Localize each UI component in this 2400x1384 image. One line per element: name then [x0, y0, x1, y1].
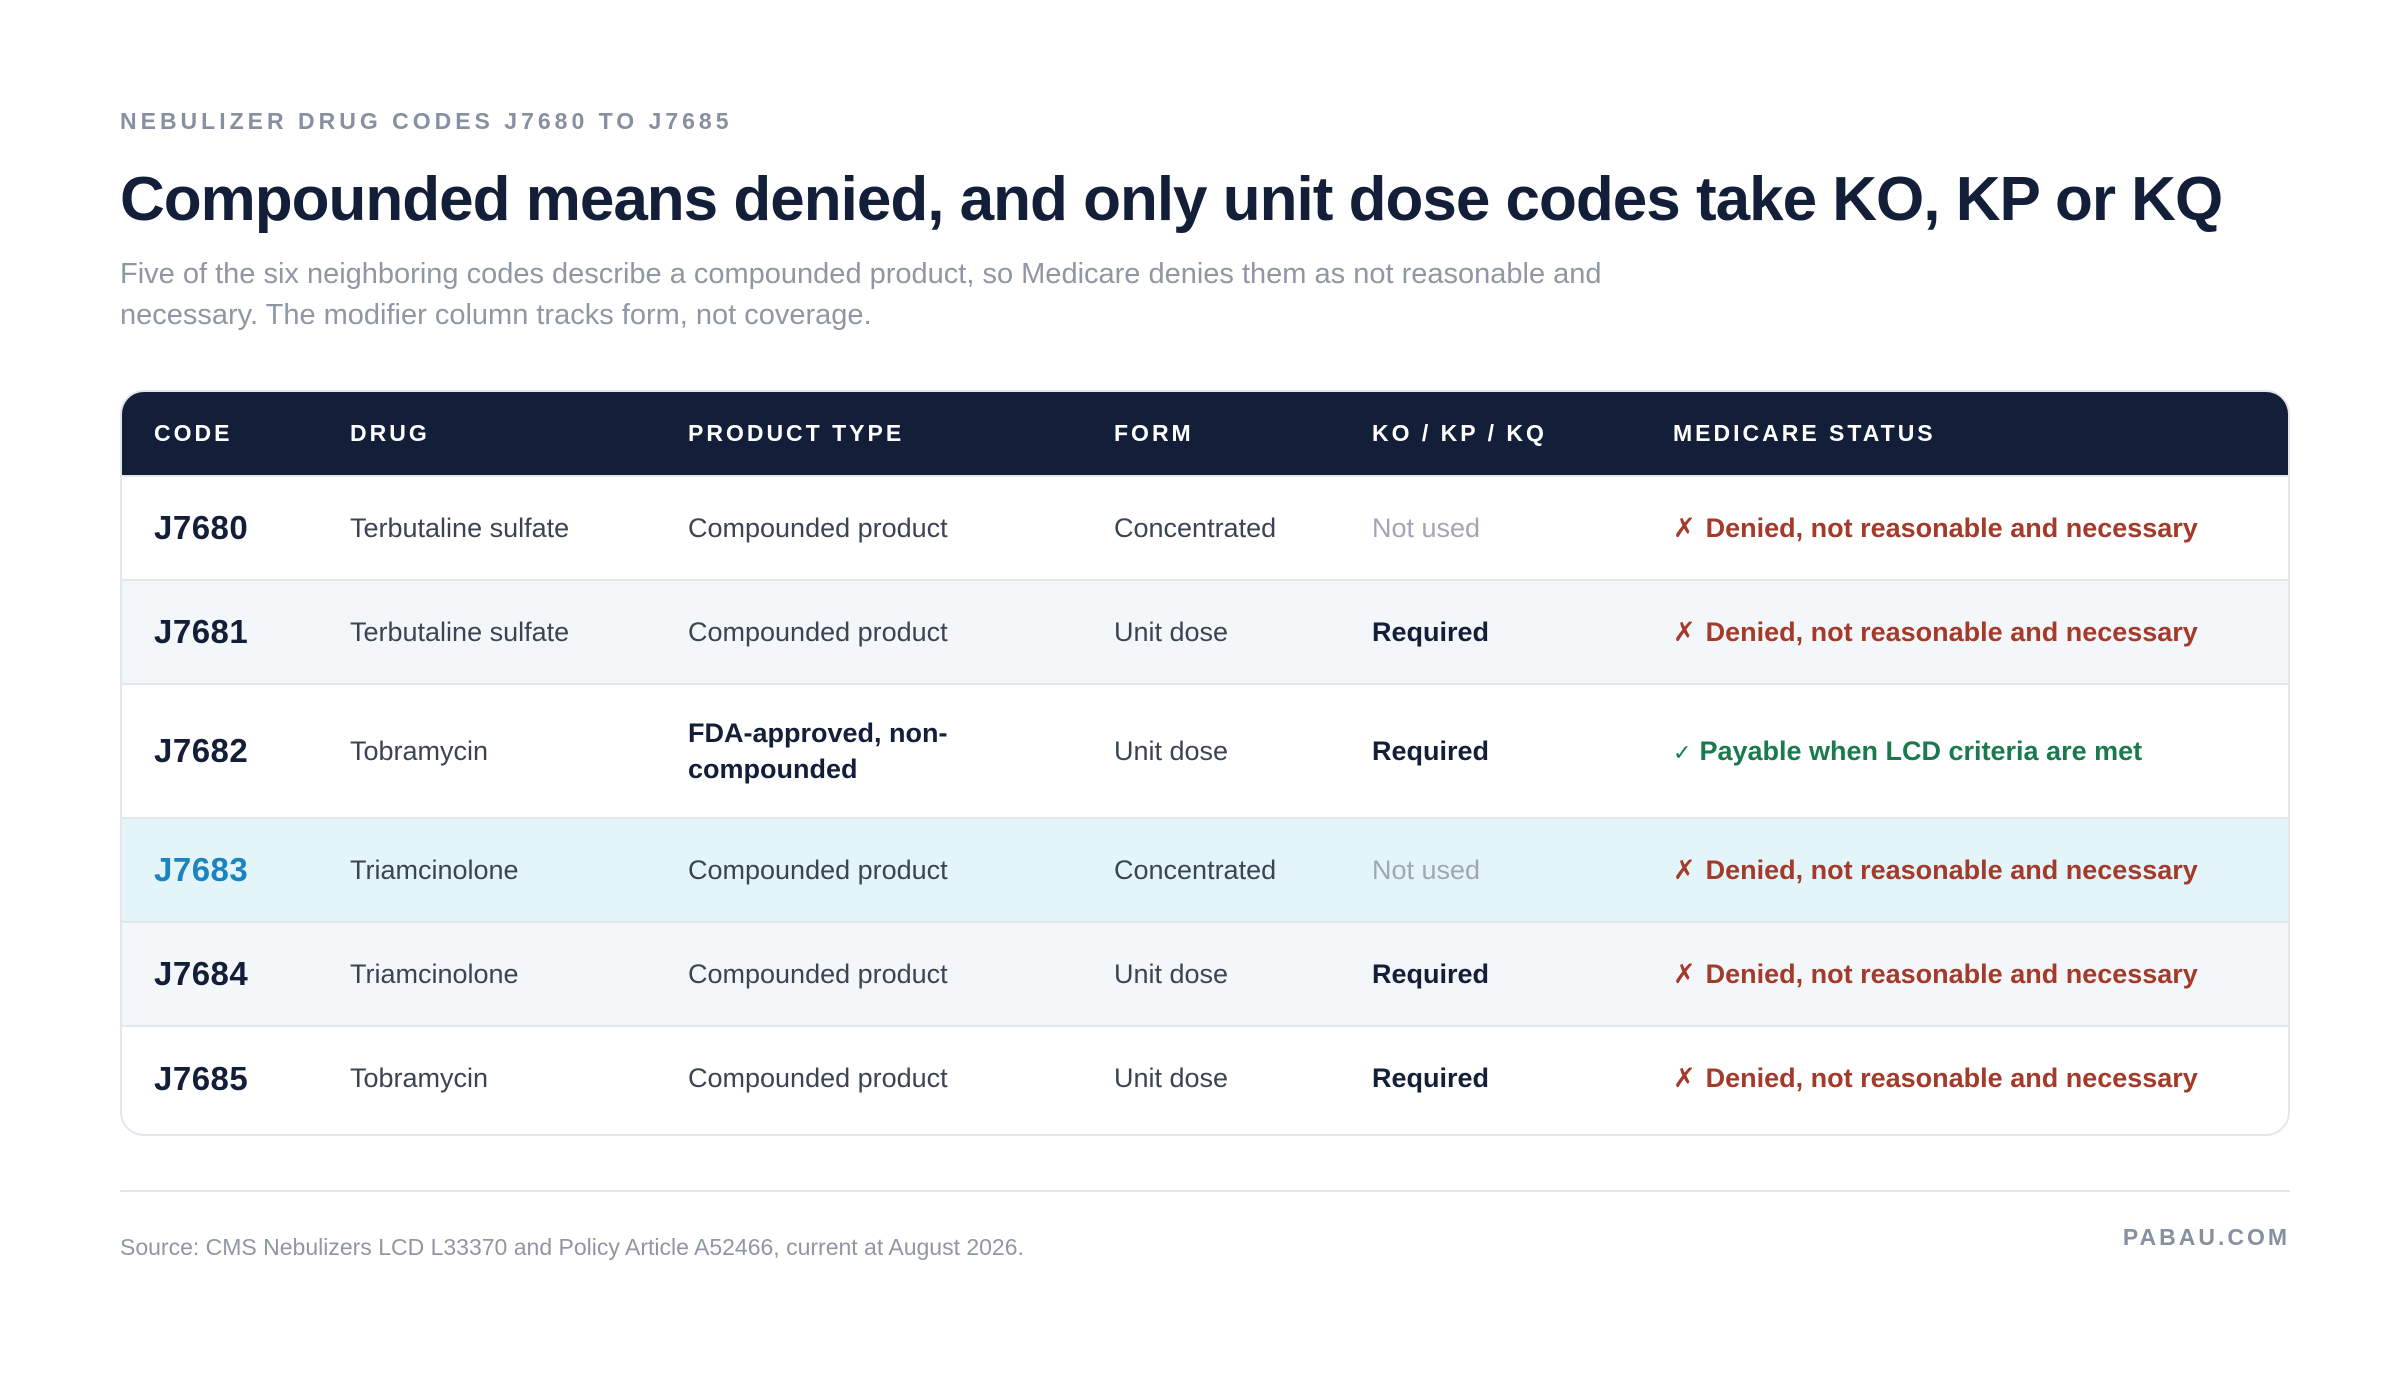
cross-icon: ✗: [1673, 958, 1696, 989]
codes-table: CODE DRUG PRODUCT TYPE FORM KO / KP / KQ…: [122, 392, 2288, 1130]
code-cell: J7682: [122, 683, 350, 818]
table-row: J7683 Triamcinolone Compounded product C…: [122, 817, 2288, 922]
form-cell: Concentrated: [1114, 817, 1372, 922]
modifier-value: Required: [1372, 616, 1490, 647]
code-cell: J7681: [122, 579, 350, 684]
column-header-form: FORM: [1114, 420, 1194, 446]
modifier-cell: Required: [1372, 683, 1673, 818]
drug-cell: Terbutaline sulfate: [350, 475, 688, 580]
modifier-value: Not used: [1372, 854, 1481, 885]
code-cell: J7680: [122, 475, 350, 580]
codes-table-card: CODE DRUG PRODUCT TYPE FORM KO / KP / KQ…: [120, 390, 2290, 1136]
cross-icon: ✗: [1673, 854, 1696, 885]
table-row: J7682 Tobramycin FDA-approved, non-compo…: [122, 683, 2288, 818]
page-title: Compounded means denied, and only unit d…: [120, 165, 2223, 234]
table-row: J7680 Terbutaline sulfate Compounded pro…: [122, 475, 2288, 580]
source-note: Source: CMS Nebulizers LCD L33370 and Po…: [120, 1234, 1024, 1260]
table-body: J7680 Terbutaline sulfate Compounded pro…: [122, 475, 2288, 1130]
status-cell: ✓ Payable when LCD criteria are met: [1673, 683, 2288, 818]
modifier-cell: Not used: [1372, 817, 1673, 922]
status-cell: ✗ Denied, not reasonable and necessary: [1673, 921, 2288, 1026]
code-cell: J7684: [122, 921, 350, 1026]
column-header-drug: DRUG: [350, 420, 430, 446]
status-cell: ✗ Denied, not reasonable and necessary: [1673, 1025, 2288, 1130]
status-badge: ✗ Denied, not reasonable and necessary: [1673, 1063, 2198, 1093]
product-type-cell: Compounded product: [688, 817, 1114, 922]
status-text: Payable when LCD criteria are met: [1699, 735, 2143, 766]
drug-cell: Triamcinolone: [350, 817, 688, 922]
code-value: J7684: [154, 955, 249, 992]
column-header-product-type: PRODUCT TYPE: [688, 420, 905, 446]
column-header-code: CODE: [154, 420, 233, 446]
modifier-value: Required: [1372, 1063, 1490, 1093]
status-badge: ✗ Denied, not reasonable and necessary: [1673, 513, 2198, 543]
brand-logo-text[interactable]: PABAU.COM: [2122, 1224, 2290, 1250]
table-row: J7684 Triamcinolone Compounded product U…: [122, 921, 2288, 1026]
form-cell: Unit dose: [1114, 683, 1372, 818]
footer-divider: [120, 1190, 2290, 1192]
modifier-cell: Required: [1372, 579, 1673, 684]
table-header: CODE DRUG PRODUCT TYPE FORM KO / KP / KQ…: [122, 392, 2288, 476]
page-subtitle: Five of the six neighboring codes descri…: [120, 258, 1602, 331]
code-cell: J7683: [122, 817, 350, 922]
status-text: Denied, not reasonable and necessary: [1705, 958, 2198, 989]
status-badge: ✗ Denied, not reasonable and necessary: [1673, 617, 2198, 647]
code-link[interactable]: J7683: [154, 851, 249, 888]
status-text: Denied, not reasonable and necessary: [1705, 616, 2198, 647]
product-type-cell: Compounded product: [688, 579, 1114, 684]
drug-cell: Terbutaline sulfate: [350, 579, 688, 684]
product-type-cell: FDA-approved, non-compounded: [688, 683, 1114, 818]
product-type-value: FDA-approved, non-compounded: [688, 718, 948, 784]
modifier-value: Required: [1372, 958, 1490, 989]
form-cell: Concentrated: [1114, 475, 1372, 580]
form-cell: Unit dose: [1114, 921, 1372, 1026]
modifier-cell: Not used: [1372, 475, 1673, 580]
code-value: J7681: [154, 613, 249, 650]
table-row: J7685 Tobramycin Compounded product Unit…: [122, 1025, 2288, 1130]
code-value: J7680: [154, 509, 249, 546]
status-text: Denied, not reasonable and necessary: [1705, 1063, 2198, 1093]
form-cell: Unit dose: [1114, 1025, 1372, 1130]
table-row: J7681 Terbutaline sulfate Compounded pro…: [122, 579, 2288, 684]
drug-cell: Tobramycin: [350, 1025, 688, 1130]
modifier-cell: Required: [1372, 921, 1673, 1026]
eyebrow: NEBULIZER DRUG CODES J7680 TO J7685: [120, 108, 733, 134]
product-type-cell: Compounded product: [688, 921, 1114, 1026]
modifier-value: Required: [1372, 735, 1490, 766]
form-cell: Unit dose: [1114, 579, 1372, 684]
status-cell: ✗ Denied, not reasonable and necessary: [1673, 579, 2288, 684]
drug-cell: Triamcinolone: [350, 921, 688, 1026]
status-badge: ✗ Denied, not reasonable and necessary: [1673, 959, 2198, 989]
modifier-value: Not used: [1372, 512, 1481, 543]
modifier-cell: Required: [1372, 1025, 1673, 1130]
code-cell: J7685: [122, 1025, 350, 1130]
code-value: J7682: [154, 732, 249, 769]
status-cell: ✗ Denied, not reasonable and necessary: [1673, 817, 2288, 922]
check-icon: ✓: [1673, 739, 1692, 765]
status-badge: ✓ Payable when LCD criteria are met: [1673, 736, 2142, 766]
cross-icon: ✗: [1673, 616, 1696, 647]
status-text: Denied, not reasonable and necessary: [1705, 512, 2198, 543]
drug-cell: Tobramycin: [350, 683, 688, 818]
code-value: J7685: [154, 1059, 249, 1097]
status-text: Denied, not reasonable and necessary: [1705, 854, 2198, 885]
table-header-row: CODE DRUG PRODUCT TYPE FORM KO / KP / KQ…: [122, 392, 2288, 476]
status-cell: ✗ Denied, not reasonable and necessary: [1673, 475, 2288, 580]
column-header-modifier: KO / KP / KQ: [1372, 420, 1547, 446]
column-header-medicare-status: MEDICARE STATUS: [1673, 420, 1936, 446]
cross-icon: ✗: [1673, 512, 1696, 543]
product-type-cell: Compounded product: [688, 1025, 1114, 1130]
status-badge: ✗ Denied, not reasonable and necessary: [1673, 855, 2198, 885]
product-type-cell: Compounded product: [688, 475, 1114, 580]
cross-icon: ✗: [1673, 1063, 1696, 1093]
